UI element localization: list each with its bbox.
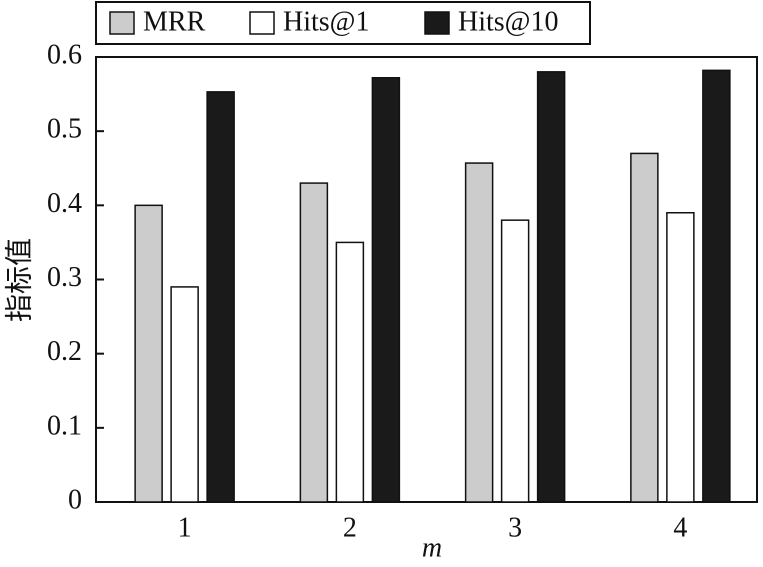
bar	[464, 162, 494, 503]
bar	[702, 69, 731, 503]
legend-label: Hits@10	[458, 6, 558, 37]
legend-swatch	[109, 11, 135, 35]
y-tick-label: 0.3	[47, 262, 82, 293]
y-axis-label: 指标值	[3, 238, 35, 322]
legend-label: Hits@1	[283, 6, 369, 37]
y-tick-label: 0.6	[47, 39, 82, 70]
x-tick-label: 1	[178, 512, 192, 543]
bar	[371, 77, 401, 503]
x-tick-label: 2	[343, 512, 357, 543]
bar	[206, 91, 235, 503]
bar	[630, 152, 659, 503]
y-tick-label: 0.1	[47, 410, 82, 441]
x-tick-label: 3	[508, 512, 522, 543]
y-tick-label: 0.4	[47, 188, 82, 219]
legend-swatch	[249, 11, 275, 35]
bar	[666, 212, 695, 503]
bar	[536, 71, 566, 503]
bar	[170, 286, 199, 503]
bar	[134, 204, 163, 503]
bar	[335, 241, 365, 503]
bar	[299, 182, 329, 503]
bar	[500, 219, 530, 503]
legend-label: MRR	[143, 6, 206, 37]
x-axis-label: m	[422, 532, 442, 563]
x-tick-label: 4	[673, 512, 687, 543]
y-tick-label: 0.5	[47, 114, 82, 145]
legend-swatch	[424, 11, 450, 35]
y-tick-label: 0	[68, 484, 82, 515]
y-tick-label: 0.2	[47, 336, 82, 367]
legend-box	[95, 1, 591, 45]
